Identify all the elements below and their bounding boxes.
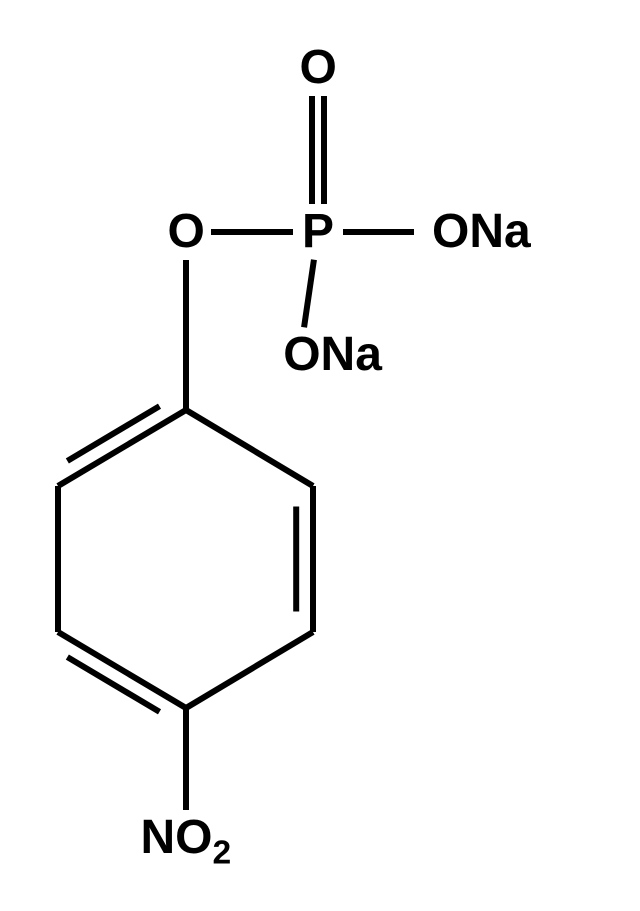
chemical-structure-diagram: O P ONa ONa O NO2 (0, 0, 640, 911)
atom-NO2: NO2 (141, 814, 232, 870)
bond-layer (0, 0, 640, 911)
atom-ONa_bottom: ONa (283, 331, 382, 379)
atom-O_top: O (300, 44, 337, 92)
atom-O_left: O (168, 208, 205, 256)
atom-ONa_right: ONa (432, 208, 531, 256)
atom-P: P (302, 208, 334, 256)
